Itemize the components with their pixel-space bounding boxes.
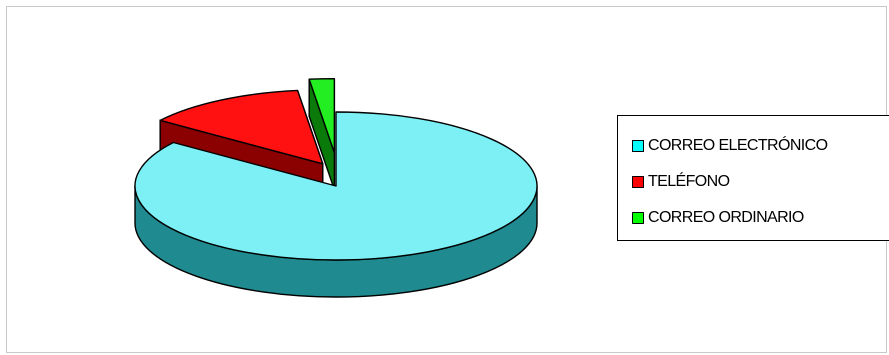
slice-correo-ordinario bbox=[308, 77, 336, 154]
legend-label: CORREO ORDINARIO bbox=[648, 209, 804, 226]
slice-telefono bbox=[159, 89, 324, 165]
chart-legend: CORREO ELECTRÓNICO TELÉFONO CORREO ORDIN… bbox=[617, 115, 889, 241]
legend-item-correo-electronico: CORREO ELECTRÓNICO bbox=[632, 137, 828, 155]
legend-item-correo-ordinario: CORREO ORDINARIO bbox=[632, 209, 804, 227]
legend-swatch bbox=[632, 140, 644, 152]
slice-correo-electronico bbox=[134, 111, 538, 261]
legend-item-telefono: TELÉFONO bbox=[632, 173, 730, 191]
legend-swatch bbox=[632, 212, 644, 224]
legend-label: CORREO ELECTRÓNICO bbox=[648, 137, 828, 154]
legend-swatch bbox=[632, 176, 644, 188]
legend-label: TELÉFONO bbox=[648, 173, 730, 190]
